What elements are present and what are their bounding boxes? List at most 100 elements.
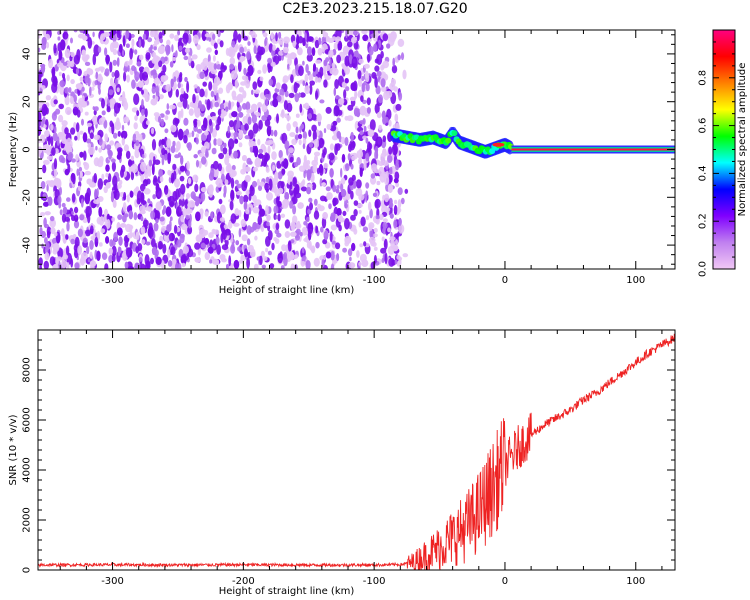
noise-speck: [43, 159, 50, 165]
noise-speck: [306, 53, 313, 62]
noise-speck: [48, 180, 56, 188]
noise-speck: [346, 115, 354, 122]
noise-speck: [306, 169, 312, 180]
noise-speck: [350, 82, 357, 91]
noise-speck: [298, 36, 304, 44]
noise-speck: [314, 76, 319, 83]
noise-speck: [140, 226, 146, 235]
noise-speck: [380, 64, 385, 71]
noise-speck: [336, 131, 341, 139]
noise-speck: [111, 158, 116, 163]
noise-speck: [365, 190, 369, 197]
noise-speck: [292, 177, 297, 187]
noise-speck: [283, 36, 290, 44]
noise-speck: [271, 242, 275, 251]
noise-speck: [170, 145, 176, 154]
noise-speck: [162, 209, 165, 215]
noise-speck: [89, 182, 96, 188]
noise-speck: [201, 156, 207, 165]
noise-speck: [180, 155, 184, 165]
noise-speck: [117, 149, 122, 159]
noise-speck: [246, 51, 251, 61]
noise-speck: [368, 236, 376, 244]
noise-speck: [158, 94, 164, 100]
noise-speck: [292, 121, 298, 128]
noise-speck: [183, 134, 188, 144]
snr-x-tick-label: -300: [101, 576, 124, 587]
noise-speck: [194, 257, 201, 263]
noise-speck: [315, 59, 322, 64]
noise-speck: [124, 223, 132, 233]
noise-speck: [101, 173, 105, 180]
noise-speck: [158, 60, 163, 68]
noise-speck: [315, 241, 320, 249]
noise-speck: [325, 251, 332, 259]
noise-speck: [141, 154, 145, 159]
noise-speck: [83, 161, 87, 166]
noise-speck: [229, 200, 234, 211]
noise-speck: [343, 89, 347, 99]
snr-y-tick-label: 6000: [22, 407, 33, 432]
noise-speck: [275, 215, 279, 220]
noise-speck: [46, 226, 52, 236]
noise-speck: [94, 188, 98, 199]
noise-speck: [150, 210, 156, 220]
noise-speck: [335, 242, 341, 250]
noise-speck: [65, 234, 69, 240]
noise-speck: [194, 108, 201, 118]
noise-speck: [52, 264, 59, 269]
noise-speck: [147, 206, 153, 212]
noise-speck: [86, 122, 93, 127]
noise-speck: [104, 71, 109, 76]
noise-speck: [134, 115, 138, 121]
noise-speck: [380, 78, 386, 88]
noise-speck: [348, 177, 354, 186]
noise-speck: [41, 36, 47, 46]
noise-speck: [110, 30, 117, 36]
noise-speck: [359, 167, 363, 178]
noise-speck: [345, 30, 348, 39]
noise-speck: [309, 84, 313, 95]
noise-speck: [188, 219, 192, 229]
noise-speck: [44, 252, 50, 261]
noise-speck: [203, 141, 210, 150]
noise-speck: [345, 86, 350, 92]
noise-speck: [155, 256, 162, 265]
noise-speck: [393, 219, 398, 229]
noise-speck: [281, 109, 285, 119]
noise-speck: [302, 179, 306, 186]
noise-speck: [80, 100, 88, 108]
noise-speck: [150, 127, 155, 135]
noise-speck: [268, 178, 273, 191]
noise-speck: [90, 225, 94, 235]
noise-speck: [394, 199, 398, 205]
noise-speck: [153, 77, 161, 85]
noise-speck: [264, 119, 271, 127]
noise-speck: [48, 58, 54, 69]
noise-speck: [174, 154, 180, 159]
noise-speck: [359, 130, 364, 136]
noise-speck: [358, 157, 362, 165]
noise-speck: [176, 141, 181, 151]
noise-speck: [354, 50, 359, 58]
noise-speck: [233, 222, 240, 227]
noise-speck: [200, 192, 206, 202]
noise-speck: [134, 148, 140, 159]
noise-speck: [151, 86, 156, 94]
noise-speck: [180, 87, 185, 95]
noise-speck: [308, 129, 312, 137]
noise-speck: [111, 71, 115, 78]
noise-speck: [313, 63, 316, 72]
noise-speck: [59, 209, 63, 216]
noise-speck: [275, 222, 280, 231]
noise-speck: [120, 223, 127, 228]
noise-speck: [150, 98, 158, 106]
noise-speck: [276, 113, 279, 124]
noise-speck: [266, 221, 270, 227]
noise-speck: [65, 143, 71, 153]
noise-speck: [182, 32, 189, 44]
noise-speck: [52, 132, 58, 142]
noise-speck: [272, 164, 276, 171]
noise-speck: [210, 211, 214, 219]
noise-speck: [125, 247, 133, 258]
